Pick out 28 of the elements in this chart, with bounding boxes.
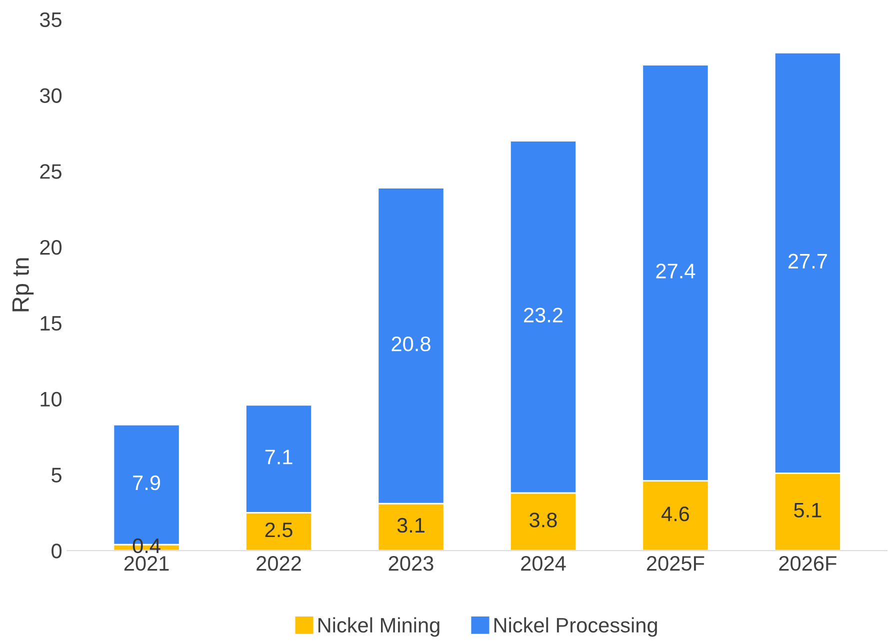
x-tick-label: 2025F xyxy=(646,556,704,571)
data-label: 4.6 xyxy=(661,506,690,522)
data-label: 27.7 xyxy=(788,254,827,268)
y-tick-label: 30 xyxy=(40,88,62,103)
y-tick-label: 5 xyxy=(52,468,62,482)
y-tick-label: 0 xyxy=(52,544,62,558)
data-label: 20.8 xyxy=(392,336,430,352)
y-tick-label: 25 xyxy=(40,164,62,179)
data-label: 5.1 xyxy=(794,502,822,518)
x-tick-label: 2024 xyxy=(521,556,566,571)
data-label: 27.4 xyxy=(656,264,696,278)
x-tick-label: 2026F xyxy=(779,556,836,571)
x-tick-label: 2023 xyxy=(388,556,434,571)
y-tick-label: 20 xyxy=(40,240,62,255)
y-tick-label: 35 xyxy=(40,12,62,28)
data-label: 3.1 xyxy=(397,518,424,533)
data-label: 23.2 xyxy=(524,308,562,322)
data-label: 7.9 xyxy=(133,475,160,490)
x-tick-label: 2021 xyxy=(124,556,169,571)
data-label: 3.8 xyxy=(530,512,557,528)
x-tick-label: 2022 xyxy=(256,556,301,571)
legend-label: Nickel Processing xyxy=(494,617,657,637)
y-tick-label: 10 xyxy=(40,392,62,407)
legend-label: Nickel Mining xyxy=(318,617,440,637)
data-label: 2.5 xyxy=(265,522,292,538)
y-axis-title: Rp tn xyxy=(12,258,34,312)
data-label: 7.1 xyxy=(265,450,292,464)
y-tick-label: 15 xyxy=(40,316,62,331)
